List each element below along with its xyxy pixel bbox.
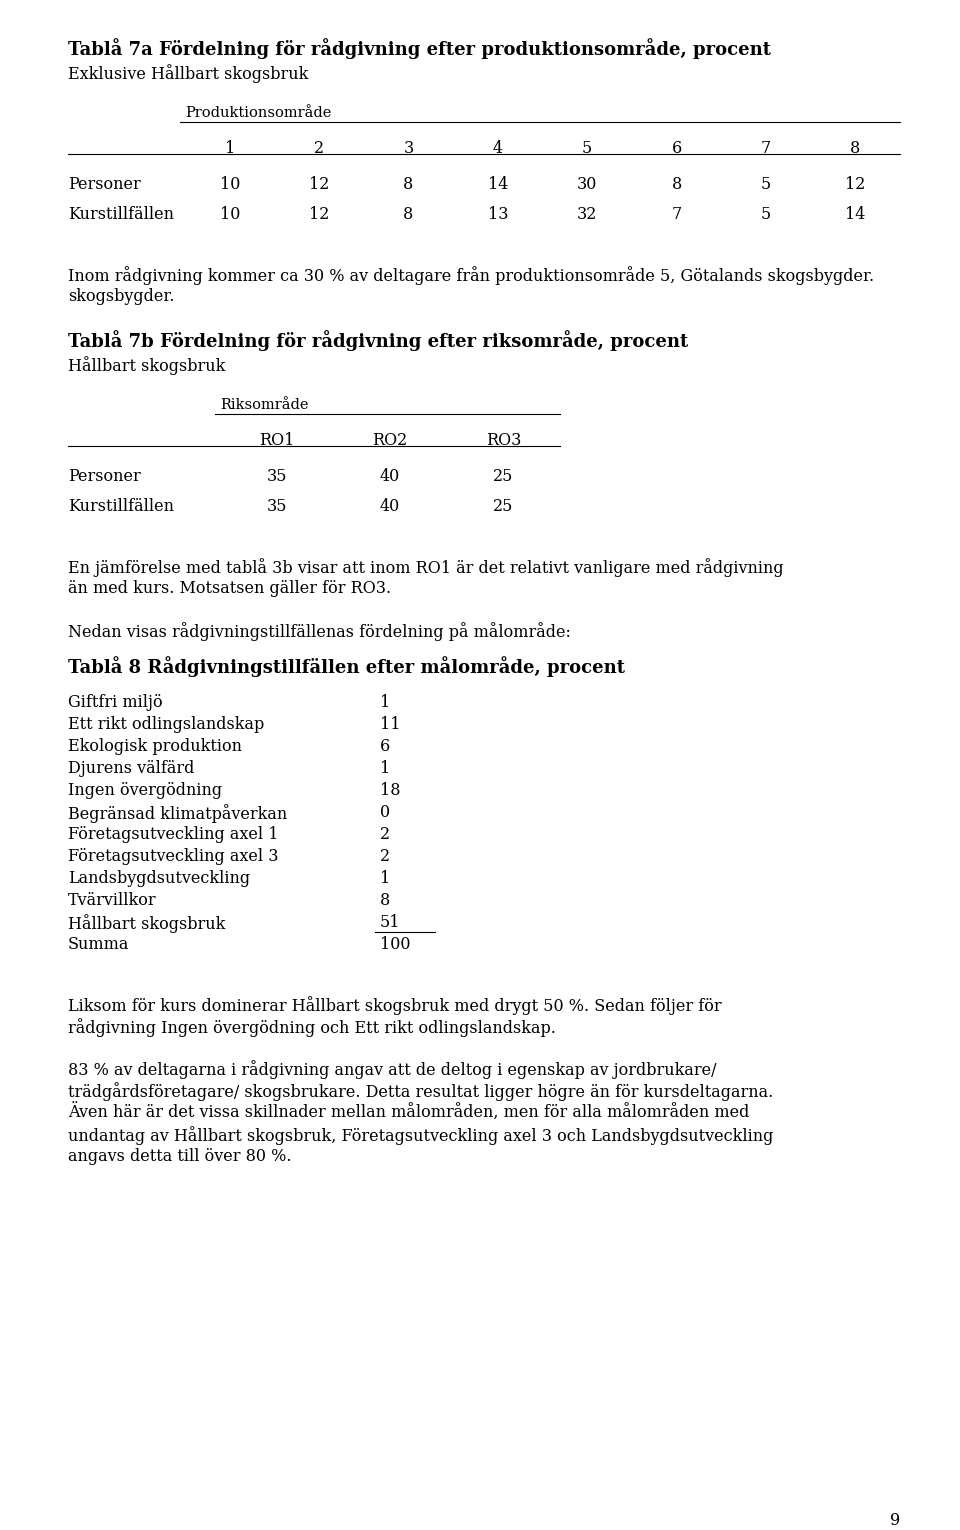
Text: Tablå 7b Fördelning för rådgivning efter riksområde, procent: Tablå 7b Fördelning för rådgivning efter… <box>68 330 688 350</box>
Text: En jämförelse med tablå 3b visar att inom RO1 är det relativt vanligare med rådg: En jämförelse med tablå 3b visar att ino… <box>68 558 783 577</box>
Text: Giftfri miljö: Giftfri miljö <box>68 695 162 711</box>
Text: Liksom för kurs dominerar Hållbart skogsbruk med drygt 50 %. Sedan följer för: Liksom för kurs dominerar Hållbart skogs… <box>68 996 722 1014</box>
Text: 6: 6 <box>671 141 682 158</box>
Text: 10: 10 <box>220 207 240 223</box>
Text: 35: 35 <box>267 468 287 485</box>
Text: 25: 25 <box>493 468 514 485</box>
Text: Landsbygdsutveckling: Landsbygdsutveckling <box>68 871 251 887</box>
Text: 14: 14 <box>488 176 508 193</box>
Text: Tablå 8 Rådgivningstillfällen efter målområde, procent: Tablå 8 Rådgivningstillfällen efter målo… <box>68 656 625 676</box>
Text: 7: 7 <box>671 207 682 223</box>
Text: 9: 9 <box>890 1512 900 1528</box>
Text: än med kurs. Motsatsen gäller för RO3.: än med kurs. Motsatsen gäller för RO3. <box>68 580 391 597</box>
Text: Inom rådgivning kommer ca 30 % av deltagare från produktionsområde 5, Götalands : Inom rådgivning kommer ca 30 % av deltag… <box>68 266 875 285</box>
Text: 12: 12 <box>845 176 866 193</box>
Text: 8: 8 <box>403 176 414 193</box>
Text: 5: 5 <box>582 141 592 158</box>
Text: 11: 11 <box>380 716 400 733</box>
Text: 5: 5 <box>761 176 771 193</box>
Text: 12: 12 <box>309 176 329 193</box>
Text: 8: 8 <box>380 892 391 909</box>
Text: Även här är det vissa skillnader mellan målområden, men för alla målområden med: Även här är det vissa skillnader mellan … <box>68 1105 750 1121</box>
Text: undantag av Hållbart skogsbruk, Företagsutveckling axel 3 och Landsbygdsutveckli: undantag av Hållbart skogsbruk, Företags… <box>68 1126 774 1144</box>
Text: Tablå 7a Fördelning för rådgivning efter produktionsområde, procent: Tablå 7a Fördelning för rådgivning efter… <box>68 38 771 60</box>
Text: 35: 35 <box>267 497 287 516</box>
Text: Summa: Summa <box>68 936 130 953</box>
Text: 0: 0 <box>380 803 390 822</box>
Text: 7: 7 <box>761 141 771 158</box>
Text: Exklusive Hållbart skogsbruk: Exklusive Hållbart skogsbruk <box>68 64 308 83</box>
Text: 10: 10 <box>220 176 240 193</box>
Text: Företagsutveckling axel 3: Företagsutveckling axel 3 <box>68 848 278 864</box>
Text: 2: 2 <box>314 141 324 158</box>
Text: 1: 1 <box>380 760 391 777</box>
Text: Hållbart skogsbruk: Hållbart skogsbruk <box>68 913 226 933</box>
Text: Hållbart skogsbruk: Hållbart skogsbruk <box>68 356 226 375</box>
Text: 40: 40 <box>380 468 400 485</box>
Text: Tvärvillkor: Tvärvillkor <box>68 892 156 909</box>
Text: Ingen övergödning: Ingen övergödning <box>68 782 222 799</box>
Text: angavs detta till över 80 %.: angavs detta till över 80 %. <box>68 1148 292 1164</box>
Text: rådgivning Ingen övergödning och Ett rikt odlingslandskap.: rådgivning Ingen övergödning och Ett rik… <box>68 1017 556 1037</box>
Text: 8: 8 <box>403 207 414 223</box>
Text: Djurens välfärd: Djurens välfärd <box>68 760 194 777</box>
Text: Personer: Personer <box>68 176 141 193</box>
Text: 13: 13 <box>488 207 508 223</box>
Text: Begränsad klimatpåverkan: Begränsad klimatpåverkan <box>68 803 287 823</box>
Text: 2: 2 <box>380 826 390 843</box>
Text: 2: 2 <box>380 848 390 864</box>
Text: 1: 1 <box>380 871 391 887</box>
Text: Ekologisk produktion: Ekologisk produktion <box>68 737 242 754</box>
Text: 30: 30 <box>577 176 597 193</box>
Text: 3: 3 <box>403 141 414 158</box>
Text: 32: 32 <box>577 207 597 223</box>
Text: Personer: Personer <box>68 468 141 485</box>
Text: 51: 51 <box>380 913 400 930</box>
Text: skogsbygder.: skogsbygder. <box>68 288 175 304</box>
Text: 14: 14 <box>845 207 866 223</box>
Text: trädgårdsföretagare/ skogsbrukare. Detta resultat ligger högre än för kursdeltag: trädgårdsföretagare/ skogsbrukare. Detta… <box>68 1082 773 1102</box>
Text: 8: 8 <box>851 141 860 158</box>
Text: 1: 1 <box>225 141 235 158</box>
Text: 18: 18 <box>380 782 400 799</box>
Text: Nedan visas rådgivningstillfällenas fördelning på målområde:: Nedan visas rådgivningstillfällenas förd… <box>68 623 571 641</box>
Text: 12: 12 <box>309 207 329 223</box>
Text: RO2: RO2 <box>372 431 408 448</box>
Text: Produktionsområde: Produktionsområde <box>185 106 331 119</box>
Text: Kurstillfällen: Kurstillfällen <box>68 207 174 223</box>
Text: RO1: RO1 <box>259 431 295 448</box>
Text: Ett rikt odlingslandskap: Ett rikt odlingslandskap <box>68 716 264 733</box>
Text: 8: 8 <box>671 176 682 193</box>
Text: Företagsutveckling axel 1: Företagsutveckling axel 1 <box>68 826 278 843</box>
Text: 25: 25 <box>493 497 514 516</box>
Text: 100: 100 <box>380 936 411 953</box>
Text: 6: 6 <box>380 737 391 754</box>
Text: Riksområde: Riksområde <box>220 398 308 412</box>
Text: RO3: RO3 <box>486 431 521 448</box>
Text: 5: 5 <box>761 207 771 223</box>
Text: 1: 1 <box>380 695 391 711</box>
Text: 40: 40 <box>380 497 400 516</box>
Text: 4: 4 <box>492 141 503 158</box>
Text: 83 % av deltagarna i rådgivning angav att de deltog i egenskap av jordbrukare/: 83 % av deltagarna i rådgivning angav at… <box>68 1060 716 1079</box>
Text: Kurstillfällen: Kurstillfällen <box>68 497 174 516</box>
